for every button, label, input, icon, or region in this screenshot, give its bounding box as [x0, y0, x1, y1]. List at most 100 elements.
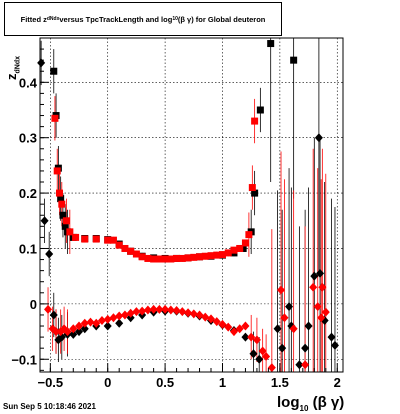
square-marker: [251, 189, 259, 197]
title-suffix: (β γ) for Global deuteron: [177, 14, 266, 24]
diamond-marker: [189, 309, 198, 319]
title-sub: dNdx: [46, 16, 60, 22]
diamond-marker: [318, 282, 327, 292]
square-marker: [115, 241, 123, 249]
square-marker: [218, 251, 226, 259]
x-tick-label: −0.5: [37, 375, 63, 390]
square-marker: [245, 231, 253, 239]
plot-frame: [39, 37, 344, 373]
diamond-marker: [277, 285, 286, 295]
y-axis-label-main: z: [4, 73, 19, 81]
square-marker: [190, 253, 198, 261]
diamond-marker: [40, 216, 49, 226]
title-prefix: Fitted z: [20, 14, 47, 24]
x-axis-label-main: log: [277, 394, 300, 411]
square-marker: [290, 56, 298, 64]
diamond-marker: [161, 304, 170, 314]
diamond-marker: [37, 58, 46, 68]
diamond-marker: [115, 311, 124, 321]
diamond-marker: [103, 321, 112, 331]
diamond-marker: [304, 321, 313, 331]
square-marker: [196, 253, 204, 261]
diamond-marker: [149, 304, 158, 314]
diamond-marker: [224, 322, 233, 332]
square-marker: [251, 117, 259, 125]
square-marker: [104, 236, 112, 244]
square-marker: [161, 255, 169, 263]
diamond-marker: [218, 319, 227, 329]
diamond-marker: [327, 332, 336, 342]
square-marker: [224, 249, 232, 257]
square-marker: [178, 254, 186, 262]
diamond-marker: [316, 268, 325, 278]
diamond-marker: [126, 308, 135, 318]
diamond-marker: [69, 324, 78, 334]
square-marker: [58, 200, 66, 208]
diamond-marker: [45, 249, 54, 259]
x-tick-label: 0.5: [156, 375, 174, 390]
diamond-marker: [184, 308, 193, 318]
grid-lines: [40, 38, 343, 372]
diamond-marker: [138, 306, 147, 316]
square-marker: [92, 235, 100, 243]
square-marker: [57, 195, 65, 203]
diamond-marker: [207, 314, 216, 324]
square-marker: [150, 255, 158, 263]
diamond-marker: [52, 327, 61, 337]
y-tick-label: 0.2: [19, 186, 37, 201]
square-marker: [144, 254, 152, 262]
square-marker: [121, 244, 129, 252]
diamond-marker: [241, 321, 250, 331]
diamond-marker: [267, 363, 276, 373]
square-marker: [51, 114, 59, 122]
diamond-marker: [280, 313, 289, 323]
timestamp-footer: Sun Sep 5 10:18:46 2021: [3, 402, 96, 411]
square-marker: [241, 239, 249, 247]
diamond-marker: [212, 317, 221, 327]
square-marker: [248, 184, 256, 192]
square-marker: [53, 167, 61, 175]
diamond-marker: [132, 307, 141, 317]
diamond-marker: [44, 304, 53, 314]
diamond-marker: [115, 318, 124, 328]
diamond-marker: [301, 343, 310, 353]
square-marker: [66, 228, 74, 236]
diamond-marker: [86, 317, 95, 327]
diamond-marker: [278, 343, 287, 353]
diamond-marker: [289, 324, 298, 334]
diamond-marker: [143, 305, 152, 315]
diamond-marker: [235, 324, 244, 334]
x-tick-label: 1.5: [271, 375, 289, 390]
diamond-marker: [262, 351, 271, 361]
diamond-marker: [155, 304, 164, 314]
diamond-marker: [63, 327, 72, 337]
y-axis-label-sub: dNdx: [14, 56, 22, 74]
diamond-marker: [309, 282, 318, 292]
chart-title: Fitted z dNdx versus TpcTrackLength and …: [4, 2, 282, 36]
diamond-marker: [103, 314, 112, 324]
diamond-marker: [178, 307, 187, 317]
x-axis-label-rest: (β γ): [308, 394, 345, 411]
data-points: [37, 40, 339, 373]
y-tick-label: 0.1: [19, 241, 37, 256]
x-tick-label: 2: [334, 375, 341, 390]
x-axis-label-sub: 10: [299, 404, 309, 413]
square-marker: [267, 40, 275, 48]
title-middle: versus TpcTrackLength and log: [59, 14, 173, 24]
diamond-marker: [249, 349, 258, 359]
diamond-marker: [241, 332, 250, 342]
diamond-marker: [295, 360, 304, 370]
square-marker: [201, 252, 209, 260]
diamond-marker: [310, 271, 319, 281]
title-sub2: 10: [172, 16, 178, 22]
diamond-marker: [201, 312, 210, 322]
diamond-marker: [314, 133, 323, 143]
square-marker: [207, 252, 215, 260]
square-marker: [109, 236, 117, 244]
square-marker: [127, 247, 135, 255]
square-marker: [184, 254, 192, 262]
diamond-marker: [273, 324, 282, 334]
diamond-marker: [247, 332, 256, 342]
square-marker: [132, 250, 140, 258]
square-marker: [56, 189, 64, 197]
